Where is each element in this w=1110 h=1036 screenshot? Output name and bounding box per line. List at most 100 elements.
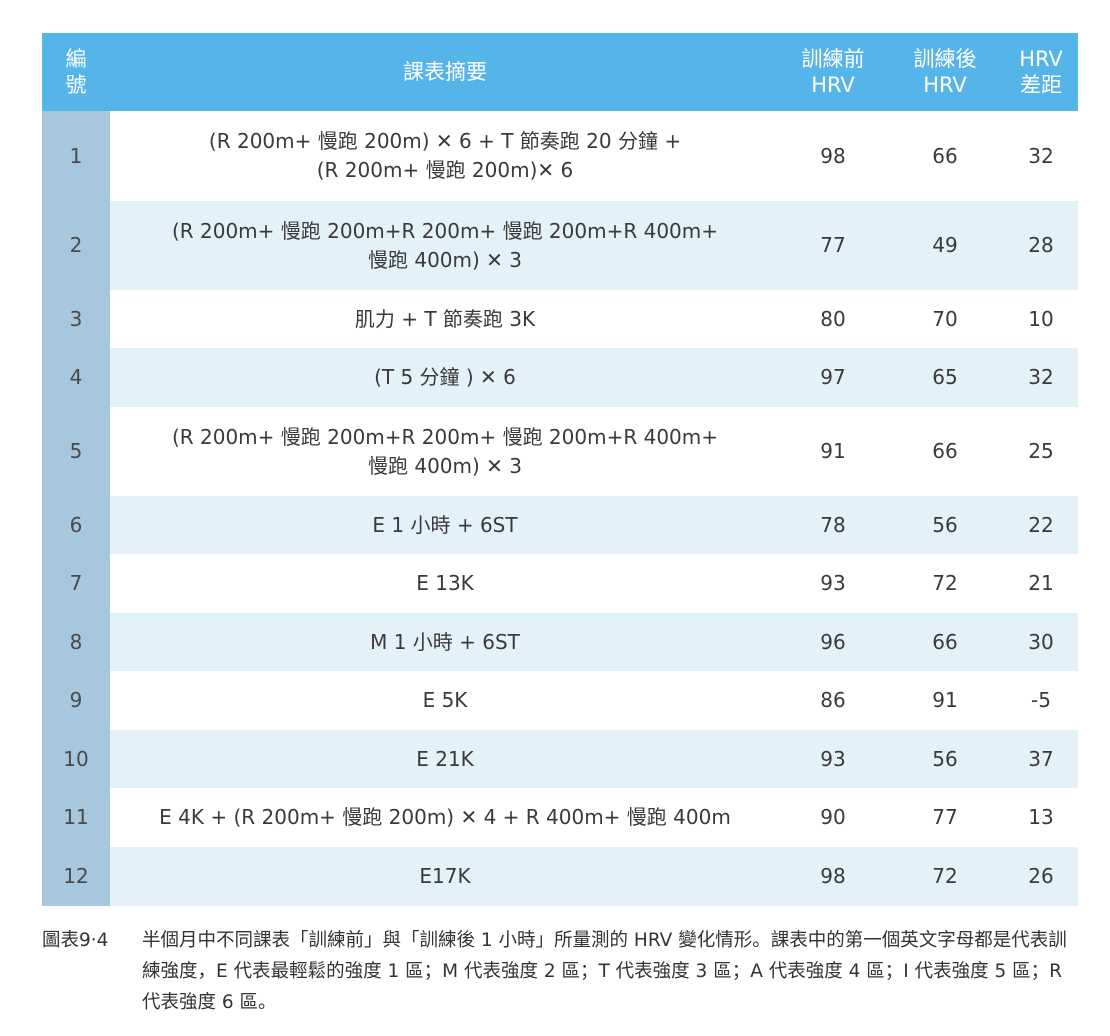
summary-line: (R 200m+ 慢跑 200m) ✕ 6 + T 節奏跑 20 分鐘 + xyxy=(208,129,682,153)
table-row: 12 E17K 98 72 26 xyxy=(42,847,1078,906)
row-hrv-diff: 28 xyxy=(1004,201,1078,290)
row-number: 3 xyxy=(42,290,110,348)
summary-line: E17K xyxy=(419,864,471,888)
row-number: 8 xyxy=(42,613,110,671)
hrv-table: 編 號 課表摘要 訓練前 HRV 訓練後 HRV HRV 差距 xyxy=(42,33,1078,906)
row-summary: E 4K + (R 200m+ 慢跑 200m) ✕ 4 + R 400m+ 慢… xyxy=(110,788,780,847)
header-number-line2: 號 xyxy=(65,73,87,97)
caption-text: 半個月中不同課表「訓練前」與「訓練後 1 小時」所量測的 HRV 變化情形。課表… xyxy=(142,930,1067,1013)
summary-line: (R 200m+ 慢跑 200m+R 200m+ 慢跑 200m+R 400m+ xyxy=(171,424,719,449)
row-post-hrv: 65 xyxy=(886,348,1004,407)
row-number: 5 xyxy=(42,407,110,496)
summary-line: 慢跑 400m) ✕ 3 xyxy=(367,453,522,478)
header-pre-line2: HRV xyxy=(811,73,855,97)
row-pre-hrv: 93 xyxy=(780,730,886,788)
row-hrv-diff: 13 xyxy=(1004,788,1078,847)
row-pre-hrv: 98 xyxy=(780,111,886,201)
caption-label: 圖表9‧4 xyxy=(42,930,109,951)
table-row: 2 (R 200m+ 慢跑 200m+R 200m+ 慢跑 200m+R 400… xyxy=(42,201,1078,290)
row-number: 7 xyxy=(42,554,110,613)
summary-line: E 1 小時 + 6ST xyxy=(372,512,518,537)
row-post-hrv: 72 xyxy=(886,554,1004,613)
row-hrv-diff: 10 xyxy=(1004,290,1078,348)
row-pre-hrv: 93 xyxy=(780,554,886,613)
row-summary: (T 5 分鐘 ) ✕ 6 xyxy=(110,348,780,407)
row-pre-hrv: 96 xyxy=(780,613,886,671)
header-post-line2: HRV xyxy=(923,73,967,97)
header-post-line1: 訓練後 xyxy=(913,47,977,71)
hrv-table-container: 編 號 課表摘要 訓練前 HRV 訓練後 HRV HRV 差距 xyxy=(42,33,1078,906)
row-summary: E 21K xyxy=(110,730,780,788)
table-row: 3 肌力 + T 節奏跑 3K 80 70 10 xyxy=(42,290,1078,348)
summary-line: 慢跑 400m) ✕ 3 xyxy=(367,247,522,272)
row-summary: 肌力 + T 節奏跑 3K xyxy=(110,290,780,348)
row-hrv-diff: 32 xyxy=(1004,348,1078,407)
table-row: 11 E 4K + (R 200m+ 慢跑 200m) ✕ 4 + R 400m… xyxy=(42,788,1078,847)
row-summary: (R 200m+ 慢跑 200m) ✕ 6 + T 節奏跑 20 分鐘 + (R… xyxy=(110,111,780,201)
row-post-hrv: 70 xyxy=(886,290,1004,348)
row-pre-hrv: 97 xyxy=(780,348,886,407)
header-diff-line2: 差距 xyxy=(1020,73,1062,97)
table-header-row: 編 號 課表摘要 訓練前 HRV 訓練後 HRV HRV 差距 xyxy=(42,33,1078,111)
row-number: 11 xyxy=(42,788,110,847)
row-post-hrv: 66 xyxy=(886,111,1004,201)
summary-line: (R 200m+ 慢跑 200m)✕ 6 xyxy=(316,158,574,182)
row-summary: E 13K xyxy=(110,554,780,613)
row-number: 6 xyxy=(42,496,110,554)
row-number: 2 xyxy=(42,201,110,290)
row-hrv-diff: 21 xyxy=(1004,554,1078,613)
header-pre-line1: 訓練前 xyxy=(801,47,865,71)
row-hrv-diff: 26 xyxy=(1004,847,1078,906)
row-summary: E 1 小時 + 6ST xyxy=(110,496,780,554)
summary-line: 肌力 + T 節奏跑 3K xyxy=(354,306,536,331)
row-pre-hrv: 86 xyxy=(780,671,886,730)
table-row: 4 (T 5 分鐘 ) ✕ 6 97 65 32 xyxy=(42,348,1078,407)
row-number: 10 xyxy=(42,730,110,788)
header-diff-line1: HRV xyxy=(1019,47,1063,71)
row-hrv-diff: 37 xyxy=(1004,730,1078,788)
header-hrv-diff: HRV 差距 xyxy=(1004,33,1078,111)
row-summary: E 5K xyxy=(110,671,780,730)
row-pre-hrv: 91 xyxy=(780,407,886,496)
header-summary: 課表摘要 xyxy=(110,33,780,111)
summary-line: E 13K xyxy=(416,571,474,595)
row-post-hrv: 72 xyxy=(886,847,1004,906)
row-summary: (R 200m+ 慢跑 200m+R 200m+ 慢跑 200m+R 400m+… xyxy=(110,407,780,496)
row-post-hrv: 56 xyxy=(886,730,1004,788)
row-hrv-diff: 22 xyxy=(1004,496,1078,554)
row-pre-hrv: 78 xyxy=(780,496,886,554)
row-summary: M 1 小時 + 6ST xyxy=(110,613,780,671)
summary-line: E 4K + (R 200m+ 慢跑 200m) ✕ 4 + R 400m+ 慢… xyxy=(159,805,731,829)
row-summary: E17K xyxy=(110,847,780,906)
row-hrv-diff: 25 xyxy=(1004,407,1078,496)
figure-caption: 圖表9‧4 半個月中不同課表「訓練前」與「訓練後 1 小時」所量測的 HRV 變… xyxy=(42,925,1082,1018)
row-pre-hrv: 77 xyxy=(780,201,886,290)
table-row: 10 E 21K 93 56 37 xyxy=(42,730,1078,788)
summary-line: (R 200m+ 慢跑 200m+R 200m+ 慢跑 200m+R 400m+ xyxy=(171,218,719,243)
row-post-hrv: 56 xyxy=(886,496,1004,554)
table-row: 9 E 5K 86 91 -5 xyxy=(42,671,1078,730)
summary-line: M 1 小時 + 6ST xyxy=(370,629,520,654)
table-row: 6 E 1 小時 + 6ST 78 56 22 xyxy=(42,496,1078,554)
row-post-hrv: 66 xyxy=(886,613,1004,671)
row-summary: (R 200m+ 慢跑 200m+R 200m+ 慢跑 200m+R 400m+… xyxy=(110,201,780,290)
summary-line: E 5K xyxy=(422,688,468,712)
row-hrv-diff: 30 xyxy=(1004,613,1078,671)
row-post-hrv: 49 xyxy=(886,201,1004,290)
row-number: 9 xyxy=(42,671,110,730)
table-row: 8 M 1 小時 + 6ST 96 66 30 xyxy=(42,613,1078,671)
row-hrv-diff: -5 xyxy=(1004,671,1078,730)
row-post-hrv: 77 xyxy=(886,788,1004,847)
header-pre-hrv: 訓練前 HRV xyxy=(780,33,886,111)
row-number: 12 xyxy=(42,847,110,906)
row-post-hrv: 91 xyxy=(886,671,1004,730)
table-row: 5 (R 200m+ 慢跑 200m+R 200m+ 慢跑 200m+R 400… xyxy=(42,407,1078,496)
table-row: 1 (R 200m+ 慢跑 200m) ✕ 6 + T 節奏跑 20 分鐘 + … xyxy=(42,111,1078,201)
summary-line: E 21K xyxy=(416,746,474,771)
summary-line: (T 5 分鐘 ) ✕ 6 xyxy=(374,365,516,389)
row-pre-hrv: 98 xyxy=(780,847,886,906)
row-number: 1 xyxy=(42,111,110,201)
row-hrv-diff: 32 xyxy=(1004,111,1078,201)
header-number: 編 號 xyxy=(42,33,110,111)
header-post-hrv: 訓練後 HRV xyxy=(886,33,1004,111)
